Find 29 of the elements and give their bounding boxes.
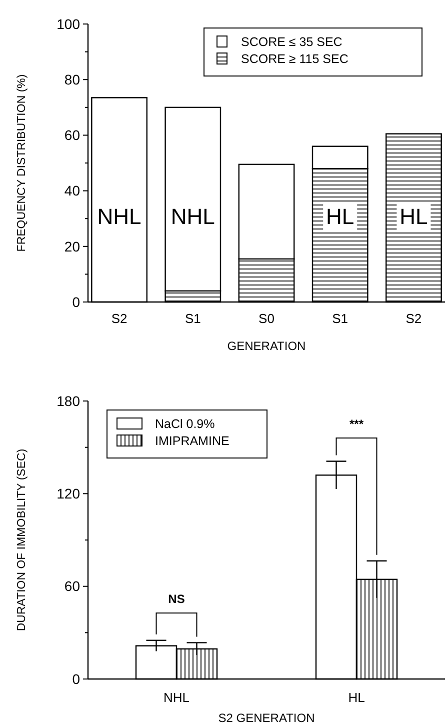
x-tick-label: S1 — [184, 311, 201, 326]
y-tick-label: 40 — [64, 182, 80, 199]
y-axis-title: DURATION OF IMMOBILITY (SEC) — [16, 448, 28, 632]
x-axis-title: S2 GENERATION — [218, 711, 315, 725]
annotation: NS — [168, 592, 185, 606]
y-tick-label: 60 — [64, 578, 80, 594]
legend-label: NaCl 0.9% — [155, 417, 215, 431]
annotation: NHL — [170, 204, 215, 229]
x-tick-label: S2 — [111, 311, 128, 326]
legend-label: SCORE ≥ 115 SEC — [241, 52, 348, 66]
annotation: HL — [400, 204, 428, 229]
annotation: HL — [326, 204, 354, 229]
y-tick-label: 0 — [72, 294, 80, 310]
y-tick-label: 20 — [64, 238, 80, 254]
y-tick-label: 60 — [64, 127, 80, 144]
x-axis-title: GENERATION — [227, 339, 306, 353]
y-axis-title: FREQUENCY DISTRIBUTION (%) — [16, 74, 28, 252]
legend-label: SCORE ≤ 35 SEC — [241, 35, 342, 49]
y-tick-label: 0 — [72, 670, 80, 687]
y-tick-label: 120 — [56, 486, 80, 502]
annotation: *** — [349, 417, 364, 431]
y-tick-label: 100 — [56, 16, 80, 32]
x-tick-label: S2 — [406, 311, 422, 326]
y-tick-label: 180 — [56, 392, 80, 409]
legend-label: IMIPRAMINE — [155, 434, 230, 448]
y-tick-label: 80 — [64, 72, 80, 88]
x-tick-label: S1 — [332, 311, 348, 326]
x-tick-label: S0 — [258, 311, 274, 326]
annotation: NHL — [97, 204, 142, 229]
